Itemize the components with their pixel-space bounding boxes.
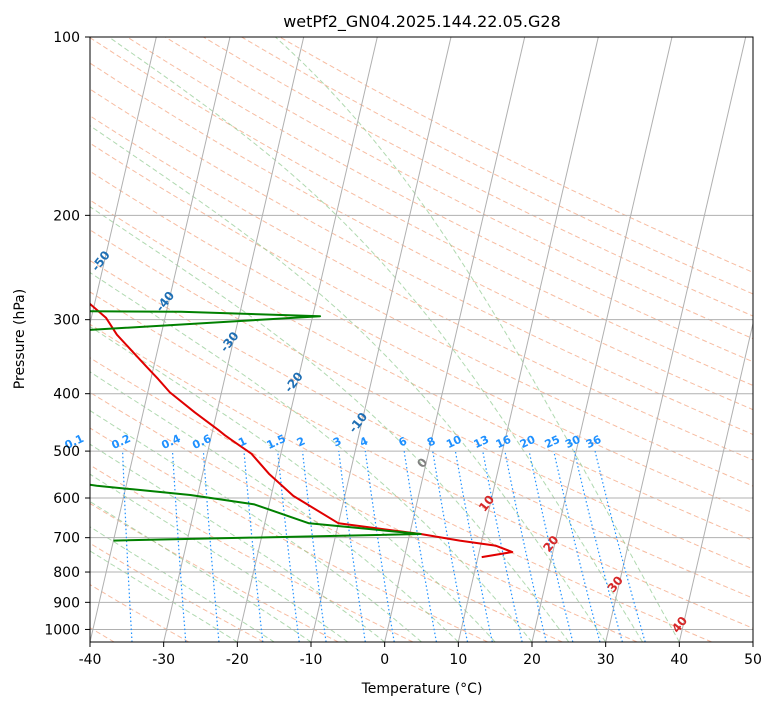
y-tick-label: 700: [53, 531, 80, 547]
mixing-ratio-line: [202, 451, 220, 642]
moist-adiabat: [90, 409, 422, 642]
plot-area: [90, 37, 753, 642]
mixing-ratio-label: 16: [494, 433, 514, 451]
moist-adiabat: [90, 125, 607, 642]
isotherm-line: [457, 37, 599, 642]
y-tick-label: 200: [53, 208, 80, 224]
mixing-ratio-label: 13: [472, 433, 491, 451]
moist-adiabat: [90, 443, 386, 642]
mixing-ratio-line: [301, 451, 327, 642]
x-tick-label: 10: [449, 652, 467, 668]
dry-adiabat: [203, 37, 753, 317]
mixing-ratio-label: 36: [584, 433, 604, 451]
moist-adiabat: [90, 325, 496, 642]
mixing-ratio-line: [454, 450, 493, 642]
dry-adiabat: [90, 62, 753, 411]
dry-adiabat: [90, 291, 753, 629]
isotherm-line: [90, 37, 157, 326]
mixing-ratio-line: [482, 450, 523, 642]
moist-adiabat: [90, 271, 533, 642]
y-tick-label: 1000: [44, 622, 80, 638]
mixing-ratio-label: 30: [563, 433, 583, 451]
isotherm-line: [384, 37, 526, 642]
dry-adiabat: [90, 323, 712, 642]
x-tick-label: -20: [226, 652, 249, 668]
dry-adiabat: [90, 502, 339, 642]
isotherm-line: [310, 37, 452, 642]
isotherm-line: [531, 37, 673, 642]
y-tick-label: 800: [53, 565, 80, 581]
dry-adiabat: [126, 37, 753, 363]
plot-frame: [89, 36, 754, 643]
dry-adiabat: [164, 37, 753, 340]
y-tick-label: 400: [53, 387, 80, 403]
mixing-ratio-line: [553, 450, 601, 642]
mixing-ratio-label: 10: [444, 433, 464, 451]
dry-adiabat: [90, 170, 753, 514]
y-tick-label: 100: [53, 30, 80, 46]
mixing-ratio-line: [432, 450, 469, 642]
mixing-ratio-line: [504, 450, 547, 642]
y-axis: 100 200 300 400 500 600 700 800 900 1000: [44, 30, 90, 638]
isotherm-line: [678, 321, 753, 642]
data-series: [90, 302, 514, 559]
mixing-ratio-line: [528, 450, 574, 642]
temperature-profile: [90, 302, 514, 559]
dry-adiabat: [90, 142, 753, 487]
mixing-ratio-line: [338, 451, 366, 642]
dry-adiabat: [90, 37, 753, 386]
x-tick-label: 50: [744, 652, 762, 668]
x-tick-label: -30: [152, 652, 175, 668]
x-axis-label: Temperature (°C): [361, 681, 483, 697]
isotherm-line: [605, 37, 747, 642]
mixing-ratio-label: 25: [543, 433, 562, 451]
background-lines: [90, 37, 753, 642]
mixing-ratio-line: [277, 451, 300, 642]
y-tick-label: 500: [53, 444, 80, 460]
x-tick-label: 40: [670, 652, 688, 668]
chart-title: wetPf2_GN04.2025.144.22.05.G28: [283, 12, 561, 32]
isotherm-line: [236, 37, 378, 642]
x-tick-label: 0: [380, 652, 389, 668]
mixing-ratio-line: [594, 450, 646, 642]
mixing-ratio-label: 20: [518, 433, 538, 451]
y-tick-label: 300: [53, 313, 80, 329]
x-tick-label: -10: [300, 652, 323, 668]
x-tick-label: -40: [79, 652, 102, 668]
mixing-ratio-line: [573, 450, 623, 642]
isotherm-line: [90, 37, 231, 642]
dry-adiabat: [90, 199, 753, 542]
moist-adiabat: [275, 37, 680, 642]
x-axis: -40 -30 -20 -10 0 10 20 30 40 50: [79, 642, 762, 668]
moist-adiabat: [90, 206, 570, 642]
x-tick-label: 20: [523, 652, 541, 668]
moist-adiabat: [108, 37, 643, 642]
mixing-ratio-line: [364, 451, 395, 642]
isotherm-line: [163, 37, 305, 642]
x-tick-label: 30: [597, 652, 615, 668]
dry-adiabat: [90, 391, 563, 642]
y-tick-label: 600: [53, 491, 80, 507]
mixing-ratio-line: [243, 451, 264, 642]
y-tick-label: 900: [53, 595, 80, 611]
y-axis-label: Pressure (hPa): [12, 289, 28, 389]
dry-adiabat: [90, 584, 190, 642]
dry-adiabat: [90, 427, 488, 642]
